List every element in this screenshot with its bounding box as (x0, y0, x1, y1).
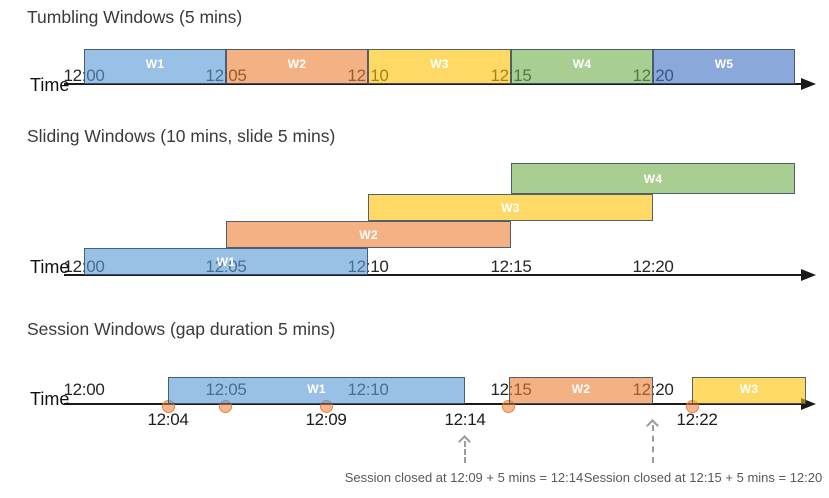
w4-window-box (511, 163, 795, 194)
session-closed-annotation: Session closed at 12:09 + 5 mins = 12:14 (344, 470, 584, 485)
w2-window-label: W2 (359, 227, 378, 242)
w3-window-box (368, 49, 511, 84)
dashed-arrow-line (652, 425, 654, 463)
event-time-label: 12:09 (305, 410, 347, 429)
w1-window-box (168, 377, 465, 404)
w1-window-label: W1 (216, 254, 236, 269)
axis-time-label: Time (30, 75, 70, 95)
axis-tick-label: 12:00 (63, 380, 105, 399)
timeline-axis (64, 83, 802, 85)
w5-window-label: W5 (714, 56, 734, 71)
event-time-label: 12:22 (676, 410, 718, 429)
w1-window-label: W1 (145, 56, 165, 71)
timeline-axis (64, 403, 802, 405)
section-title-tumbling: Tumbling Windows (5 mins) (27, 7, 243, 27)
w2-window-label: W2 (571, 382, 591, 397)
w1-window-label: W1 (307, 382, 326, 397)
dashed-arrow-head-icon (458, 435, 471, 448)
w2-window-box (509, 377, 653, 404)
w3-window-label: W3 (501, 200, 520, 215)
section-title-sliding: Sliding Windows (10 mins, slide 5 mins) (27, 126, 336, 146)
event-time-label: 12:04 (147, 410, 189, 429)
w5-window-box (653, 49, 795, 84)
session-closed-annotation: Session closed at 12:15 + 5 mins = 12:20 (583, 470, 823, 485)
w3-window-box (368, 194, 653, 221)
w1-window-box (84, 49, 226, 84)
w1-window-box (84, 248, 368, 275)
timeline-arrowhead-icon (801, 269, 816, 281)
w2-window-box (226, 49, 368, 84)
axis-time-label: Time (30, 389, 70, 409)
section-title-session: Session Windows (gap duration 5 mins) (27, 319, 336, 339)
w4-window-label: W4 (572, 56, 592, 71)
timeline-arrowhead-icon (801, 78, 816, 90)
axis-tick-label: 12:20 (632, 257, 674, 276)
w3-window-box (692, 377, 806, 404)
dashed-arrow-line (464, 441, 466, 463)
w4-window-box (511, 49, 653, 84)
w2-window-label: W2 (287, 56, 307, 71)
axis-time-label: Time (30, 257, 70, 277)
axis-tick-label: 12:15 (490, 257, 532, 276)
dashed-arrow-head-icon (646, 419, 659, 432)
w4-window-label: W4 (643, 171, 663, 186)
event-time-label: 12:14 (444, 410, 486, 429)
timeline-axis (64, 274, 802, 276)
w2-window-box (226, 221, 511, 248)
w3-window-label: W3 (739, 382, 759, 397)
w3-window-label: W3 (430, 56, 449, 71)
